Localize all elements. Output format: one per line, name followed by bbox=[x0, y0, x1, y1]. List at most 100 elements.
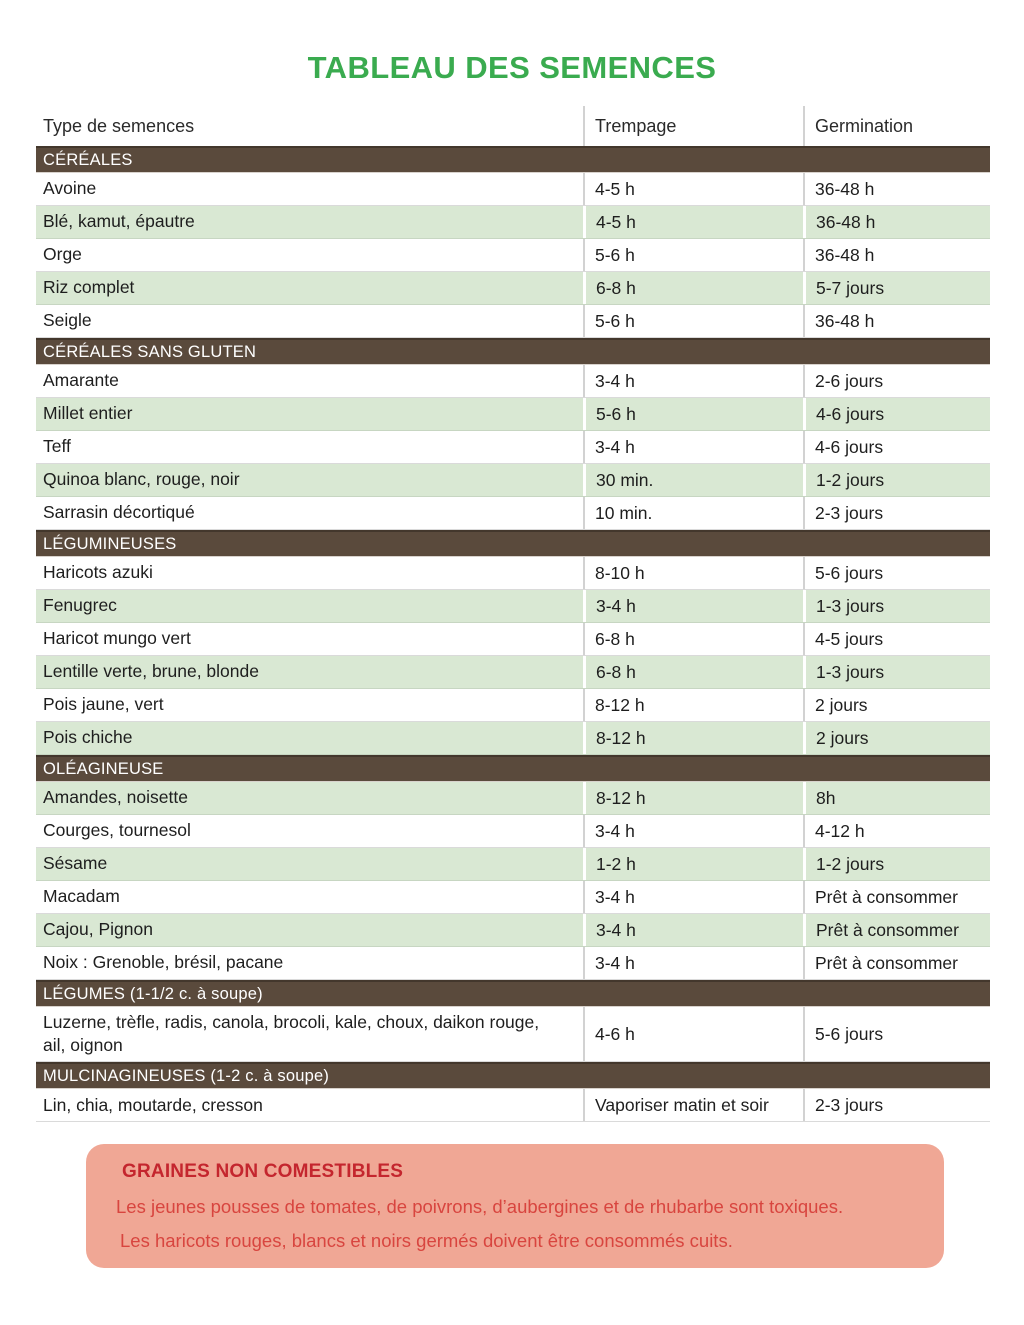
table-row: Lin, chia, moutarde, cresson Vaporiser ma… bbox=[36, 1089, 990, 1123]
germination-cell: 2 jours bbox=[803, 689, 990, 721]
column-header-type: Type de semences bbox=[43, 115, 195, 136]
seed-name-cell: Pois jaune, vert bbox=[43, 694, 164, 715]
section-header: OLÉAGINEUSE bbox=[36, 755, 990, 782]
table-row: Blé, kamut, épautre 4-5 h 36-48 h bbox=[36, 206, 990, 239]
germination-cell: Prêt à consommer bbox=[803, 947, 990, 979]
table-row: Luzerne, trèfle, radis, canola, brocoli,… bbox=[36, 1007, 990, 1063]
trempage-cell: 3-4 h bbox=[583, 815, 803, 847]
germination-cell: 4-6 jours bbox=[803, 431, 990, 463]
trempage-cell: 1-2 h bbox=[583, 848, 803, 880]
seed-name-cell: Avoine bbox=[43, 178, 97, 199]
seed-name-cell: Amarante bbox=[43, 370, 119, 391]
seed-name-cell: Blé, kamut, épautre bbox=[43, 211, 195, 232]
germination-cell: Prêt à consommer bbox=[803, 914, 990, 946]
seed-name-cell: Orge bbox=[43, 244, 82, 265]
table-row: Courges, tournesol 3-4 h 4-12 h bbox=[36, 815, 990, 848]
trempage-cell: 10 min. bbox=[583, 497, 803, 529]
trempage-cell: 3-4 h bbox=[583, 431, 803, 463]
seed-name-cell: Riz complet bbox=[43, 277, 135, 298]
seed-name-cell: Amandes, noisette bbox=[43, 787, 188, 808]
seed-name-cell: Pois chiche bbox=[43, 727, 133, 748]
trempage-cell: 6-8 h bbox=[583, 656, 803, 688]
section-header: MULCINAGINEUSES (1-2 c. à soupe) bbox=[36, 1062, 990, 1090]
table-row: Quinoa blanc, rouge, noir 30 min. 1-2 jour… bbox=[36, 464, 990, 497]
trempage-cell: 8-10 h bbox=[583, 557, 803, 589]
seed-name-cell: Teff bbox=[43, 436, 71, 457]
column-header-germination: Germination bbox=[803, 106, 990, 146]
germination-cell: 1-3 jours bbox=[803, 590, 990, 622]
germination-cell: 1-2 jours bbox=[803, 464, 990, 496]
warning-line-1: Les jeunes pousses de tomates, de poivro… bbox=[116, 1196, 844, 1218]
trempage-cell: 5-6 h bbox=[583, 239, 803, 271]
seed-name-cell: Cajou, Pignon bbox=[43, 919, 153, 940]
seed-name-cell: Sarrasin décortiqué bbox=[43, 502, 195, 523]
trempage-cell: 8-12 h bbox=[583, 722, 803, 754]
germination-cell: 2-3 jours bbox=[803, 1089, 990, 1122]
column-header-trempage: Trempage bbox=[583, 106, 803, 146]
germination-cell: 1-3 jours bbox=[803, 656, 990, 688]
trempage-cell: 3-4 h bbox=[583, 365, 803, 397]
trempage-cell: 6-8 h bbox=[583, 623, 803, 655]
germination-cell: 5-7 jours bbox=[803, 272, 990, 304]
seed-name-cell: Quinoa blanc, rouge, noir bbox=[43, 469, 240, 490]
seed-name-cell: Millet entier bbox=[43, 403, 133, 424]
germination-cell: 2 jours bbox=[803, 722, 990, 754]
table-row: Millet entier 5-6 h 4-6 jours bbox=[36, 398, 990, 431]
trempage-cell: 3-4 h bbox=[583, 914, 803, 946]
table-row: Noix : Grenoble, brésil, pacane 3-4 h Prêt… bbox=[36, 947, 990, 980]
section-header: LÉGUMINEUSES bbox=[36, 530, 990, 557]
seed-name-cell: Lin, chia, moutarde, cresson bbox=[43, 1094, 263, 1115]
germination-cell: 36-48 h bbox=[803, 239, 990, 271]
seed-name-cell: Macadam bbox=[43, 886, 120, 907]
section-header: LÉGUMES (1-1/2 c. à soupe) bbox=[36, 980, 990, 1007]
table-row: Orge 5-6 h 36-48 h bbox=[36, 239, 990, 272]
warning-box: GRAINES NON COMESTIBLES Les jeunes pouss… bbox=[86, 1144, 944, 1269]
table-row: Sésame 1-2 h 1-2 jours bbox=[36, 848, 990, 881]
seed-name-cell: Haricots azuki bbox=[43, 562, 153, 583]
seed-name-cell: Fenugrec bbox=[43, 595, 117, 616]
germination-cell: 4-5 jours bbox=[803, 623, 990, 655]
trempage-cell: 5-6 h bbox=[583, 398, 803, 430]
table-row: Sarrasin décortiqué 10 min. 2-3 jours bbox=[36, 497, 990, 530]
seed-name-cell: Sésame bbox=[43, 853, 108, 874]
trempage-cell: 8-12 h bbox=[583, 782, 803, 814]
warning-title: GRAINES NON COMESTIBLES bbox=[122, 1161, 404, 1183]
table-row: Haricot mungo vert 6-8 h 4-5 jours bbox=[36, 623, 990, 656]
trempage-cell: 8-12 h bbox=[583, 689, 803, 721]
section-header: CÉRÉALES bbox=[36, 146, 990, 173]
seed-name-cell: Lentille verte, brune, blonde bbox=[43, 661, 259, 682]
seed-table: Type de semences Trempage Germination CÉ… bbox=[36, 106, 990, 1123]
table-row: Haricots azuki 8-10 h 5-6 jours bbox=[36, 557, 990, 590]
table-body: CÉRÉALES Avoine 4-5 h 36-48 h Blé, kamut, ép… bbox=[36, 146, 990, 1123]
table-row: Lentille verte, brune, blonde 6-8 h 1-3 jo… bbox=[36, 656, 990, 689]
germination-cell: 4-6 jours bbox=[803, 398, 990, 430]
trempage-cell: 4-6 h bbox=[583, 1007, 803, 1062]
germination-cell: 5-6 jours bbox=[803, 557, 990, 589]
trempage-cell: 4-5 h bbox=[583, 173, 803, 205]
germination-cell: Prêt à consommer bbox=[803, 881, 990, 913]
seed-name-cell: Haricot mungo vert bbox=[43, 628, 191, 649]
table-row: Amarante 3-4 h 2-6 jours bbox=[36, 365, 990, 398]
page-title: TABLEAU DES SEMENCES bbox=[307, 50, 717, 85]
trempage-cell: 3-4 h bbox=[583, 947, 803, 979]
table-row: Avoine 4-5 h 36-48 h bbox=[36, 173, 990, 206]
table-row: Macadam 3-4 h Prêt à consommer bbox=[36, 881, 990, 914]
trempage-cell: Vaporiser matin et soir bbox=[583, 1089, 803, 1122]
trempage-cell: 30 min. bbox=[583, 464, 803, 496]
trempage-cell: 5-6 h bbox=[583, 305, 803, 337]
germination-cell: 2-6 jours bbox=[803, 365, 990, 397]
seed-name-cell: Luzerne, trèfle, radis, canola, brocoli,… bbox=[43, 1012, 540, 1056]
seed-name-cell: Noix : Grenoble, brésil, pacane bbox=[43, 952, 284, 973]
germination-cell: 8h bbox=[803, 782, 990, 814]
table-header-row: Type de semences Trempage Germination bbox=[36, 106, 990, 146]
trempage-cell: 3-4 h bbox=[583, 881, 803, 913]
seed-name-cell: Seigle bbox=[43, 310, 92, 331]
germination-cell: 36-48 h bbox=[803, 305, 990, 337]
trempage-cell: 4-5 h bbox=[583, 206, 803, 238]
seed-name-cell: Courges, tournesol bbox=[43, 820, 191, 841]
germination-cell: 36-48 h bbox=[803, 206, 990, 238]
table-row: Riz complet 6-8 h 5-7 jours bbox=[36, 272, 990, 305]
trempage-cell: 6-8 h bbox=[583, 272, 803, 304]
